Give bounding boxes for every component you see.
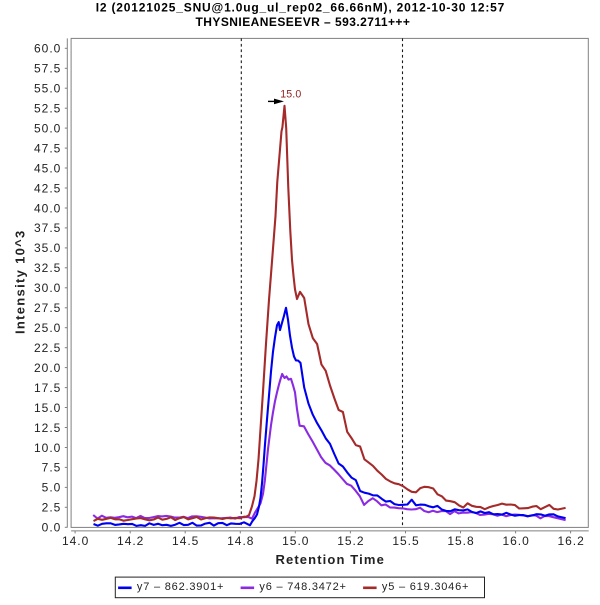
svg-text:14.0: 14.0 bbox=[62, 534, 89, 548]
svg-text:y6 – 748.3472+: y6 – 748.3472+ bbox=[259, 581, 346, 593]
svg-text:10.0: 10.0 bbox=[34, 441, 61, 455]
svg-text:14.5: 14.5 bbox=[172, 534, 199, 548]
svg-text:60.0: 60.0 bbox=[34, 42, 61, 56]
svg-text:2.5: 2.5 bbox=[42, 501, 62, 515]
svg-text:Retention Time: Retention Time bbox=[275, 552, 384, 567]
svg-text:20.0: 20.0 bbox=[34, 361, 61, 375]
svg-text:45.0: 45.0 bbox=[34, 161, 61, 175]
svg-text:Intensity 10^3: Intensity 10^3 bbox=[13, 229, 28, 334]
svg-text:y5 – 619.3046+: y5 – 619.3046+ bbox=[382, 581, 469, 593]
svg-text:15.0: 15.0 bbox=[282, 534, 309, 548]
svg-text:52.5: 52.5 bbox=[34, 102, 61, 116]
svg-text:32.5: 32.5 bbox=[34, 261, 61, 275]
svg-text:27.5: 27.5 bbox=[34, 301, 61, 315]
svg-text:40.0: 40.0 bbox=[34, 201, 61, 215]
svg-text:42.5: 42.5 bbox=[34, 181, 61, 195]
svg-text:22.5: 22.5 bbox=[34, 341, 61, 355]
svg-text:50.0: 50.0 bbox=[34, 121, 61, 135]
svg-text:y7 – 862.3901+: y7 – 862.3901+ bbox=[137, 581, 224, 593]
svg-text:15.5: 15.5 bbox=[392, 534, 419, 548]
svg-text:12.5: 12.5 bbox=[34, 421, 61, 435]
svg-text:THYSNIEANESEEVR – 593.2711+++: THYSNIEANESEEVR – 593.2711+++ bbox=[196, 15, 411, 29]
svg-text:14.8: 14.8 bbox=[227, 534, 254, 548]
svg-text:16.2: 16.2 bbox=[557, 534, 584, 548]
svg-text:15.2: 15.2 bbox=[337, 534, 364, 548]
svg-text:57.5: 57.5 bbox=[34, 62, 61, 76]
svg-text:15.8: 15.8 bbox=[447, 534, 474, 548]
svg-text:25.0: 25.0 bbox=[34, 321, 61, 335]
svg-text:17.5: 17.5 bbox=[34, 381, 61, 395]
svg-text:0.0: 0.0 bbox=[42, 521, 62, 535]
svg-text:37.5: 37.5 bbox=[34, 221, 61, 235]
svg-text:5.0: 5.0 bbox=[42, 481, 62, 495]
svg-text:7.5: 7.5 bbox=[42, 461, 62, 475]
svg-text:14.2: 14.2 bbox=[117, 534, 144, 548]
svg-text:I2 (20121025_SNU@1.0ug_ul_rep0: I2 (20121025_SNU@1.0ug_ul_rep02_66.66nM)… bbox=[96, 1, 505, 15]
svg-text:47.5: 47.5 bbox=[34, 141, 61, 155]
svg-text:15.0: 15.0 bbox=[34, 401, 61, 415]
svg-text:55.0: 55.0 bbox=[34, 82, 61, 96]
svg-text:16.0: 16.0 bbox=[502, 534, 529, 548]
svg-text:30.0: 30.0 bbox=[34, 281, 61, 295]
svg-text:35.0: 35.0 bbox=[34, 241, 61, 255]
svg-text:15.0: 15.0 bbox=[280, 89, 301, 101]
